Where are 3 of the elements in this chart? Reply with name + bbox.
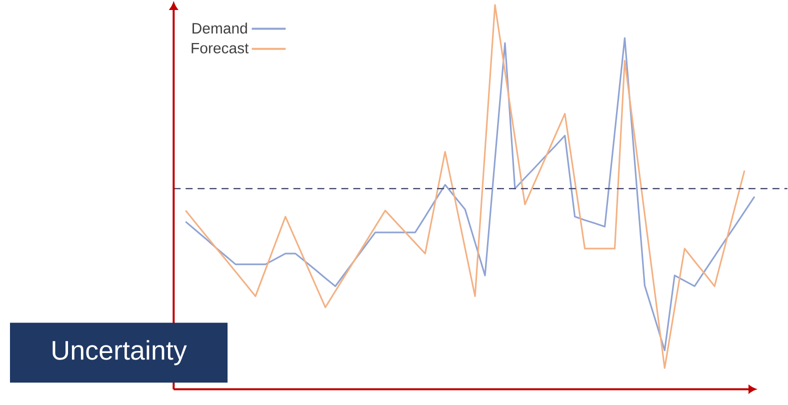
- annotation: Uncertainty: [52, 340, 187, 366]
- legend-label: Demand: [192, 22, 247, 34]
- legend-label: Forecast: [192, 43, 249, 54]
